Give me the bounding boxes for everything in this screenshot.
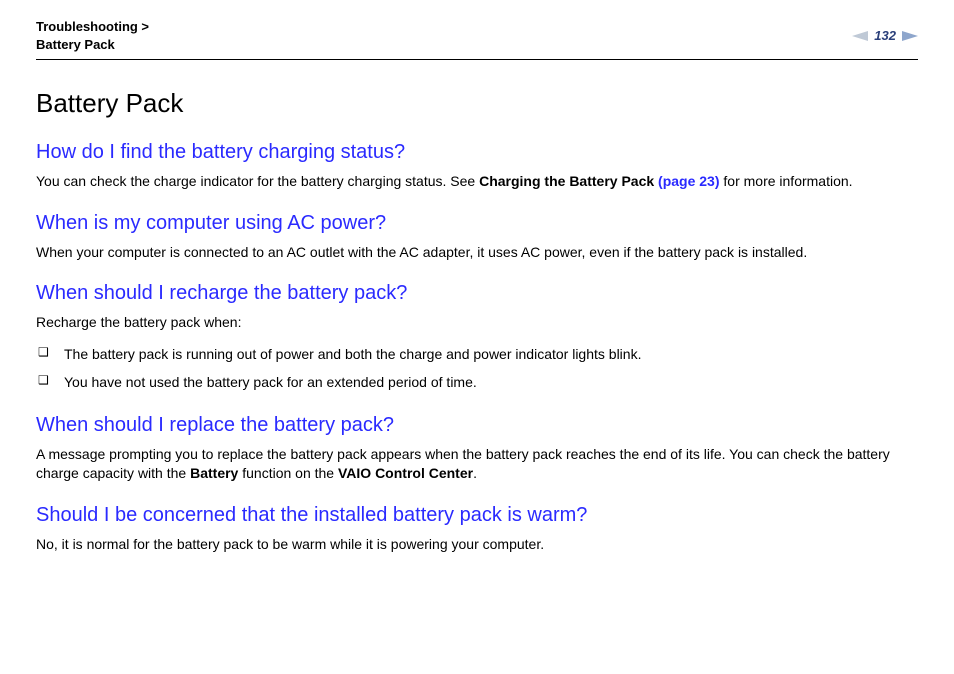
bold-text: Battery <box>190 465 238 481</box>
prev-page-arrow-icon[interactable] <box>852 31 868 41</box>
section-body: You can check the charge indicator for t… <box>36 172 918 192</box>
breadcrumb-line-1: Troubleshooting > <box>36 18 149 36</box>
page-header: Troubleshooting > Battery Pack 132 <box>36 18 918 60</box>
list-item: The battery pack is running out of power… <box>36 343 918 365</box>
section-heading: When is my computer using AC power? <box>36 212 918 235</box>
body-text: You can check the charge indicator for t… <box>36 173 479 189</box>
bold-text: Charging the Battery Pack <box>479 173 658 189</box>
breadcrumb-line-2: Battery Pack <box>36 36 149 54</box>
section-heading: How do I find the battery charging statu… <box>36 141 918 164</box>
page-title: Battery Pack <box>36 88 918 119</box>
next-page-arrow-icon[interactable] <box>902 31 918 41</box>
section-body: A message prompting you to replace the b… <box>36 445 918 484</box>
section-heading: When should I recharge the battery pack? <box>36 282 918 305</box>
section-intro: Recharge the battery pack when: <box>36 313 918 333</box>
page-number-nav: 132 <box>852 18 918 43</box>
body-text: . <box>473 465 477 481</box>
section-heading: When should I replace the battery pack? <box>36 414 918 437</box>
section-heading: Should I be concerned that the installed… <box>36 504 918 527</box>
document-page: Troubleshooting > Battery Pack 132 Batte… <box>0 0 954 674</box>
page-reference-link[interactable]: (page 23) <box>658 173 719 189</box>
body-text: for more information. <box>720 173 853 189</box>
section-body: When your computer is connected to an AC… <box>36 243 918 263</box>
bullet-list: The battery pack is running out of power… <box>36 343 918 394</box>
breadcrumb: Troubleshooting > Battery Pack <box>36 18 149 53</box>
page-number: 132 <box>874 28 896 43</box>
body-text: function on the <box>238 465 338 481</box>
list-item: You have not used the battery pack for a… <box>36 371 918 393</box>
bold-text: VAIO Control Center <box>338 465 473 481</box>
section-body: No, it is normal for the battery pack to… <box>36 535 918 555</box>
